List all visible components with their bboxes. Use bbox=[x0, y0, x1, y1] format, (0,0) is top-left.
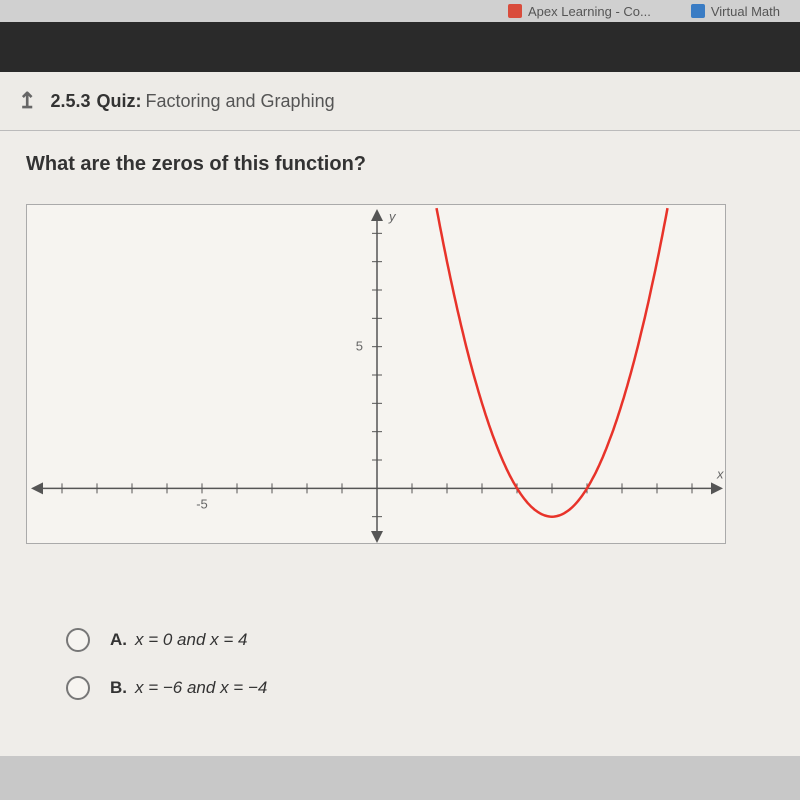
question-text: What are the zeros of this function? bbox=[26, 153, 774, 176]
answer-text: x = −6 and x = −4 bbox=[135, 678, 267, 698]
tab-icon bbox=[691, 4, 705, 18]
quiz-number: 2.5.3 bbox=[50, 91, 90, 112]
answer-letter: A. bbox=[110, 630, 127, 650]
function-graph: -5 5 y x bbox=[26, 204, 726, 544]
question-area: What are the zeros of this function? -5 5… bbox=[0, 131, 800, 756]
answer-text: x = 0 and x = 4 bbox=[135, 630, 247, 650]
radio-icon[interactable] bbox=[66, 676, 90, 700]
browser-tab[interactable]: Apex Learning - Co... bbox=[508, 4, 651, 19]
answer-list: A. x = 0 and x = 4 B. x = −6 and x = −4 bbox=[26, 594, 774, 734]
back-arrow-icon[interactable]: ↥ bbox=[18, 88, 36, 114]
toolbar-dark bbox=[0, 22, 800, 72]
answer-option-b[interactable]: B. x = −6 and x = −4 bbox=[66, 676, 734, 700]
svg-text:-5: -5 bbox=[196, 496, 208, 511]
quiz-header: ↥ 2.5.3 Quiz: Factoring and Graphing bbox=[0, 72, 800, 131]
graph-svg: -5 5 y x bbox=[27, 205, 727, 545]
svg-text:5: 5 bbox=[356, 339, 363, 354]
quiz-label: Quiz: bbox=[96, 91, 141, 112]
browser-tab-strip: Apex Learning - Co... Virtual Math bbox=[0, 0, 800, 22]
answer-option-a[interactable]: A. x = 0 and x = 4 bbox=[66, 628, 734, 652]
content-area: ↥ 2.5.3 Quiz: Factoring and Graphing Wha… bbox=[0, 72, 800, 756]
tab-icon bbox=[508, 4, 522, 18]
quiz-title: Factoring and Graphing bbox=[145, 91, 334, 112]
svg-text:x: x bbox=[716, 466, 724, 481]
svg-text:y: y bbox=[388, 209, 397, 224]
tab-label: Virtual Math bbox=[711, 4, 780, 19]
radio-icon[interactable] bbox=[66, 628, 90, 652]
browser-tab[interactable]: Virtual Math bbox=[691, 4, 780, 19]
answer-letter: B. bbox=[110, 678, 127, 698]
tab-label: Apex Learning - Co... bbox=[528, 4, 651, 19]
